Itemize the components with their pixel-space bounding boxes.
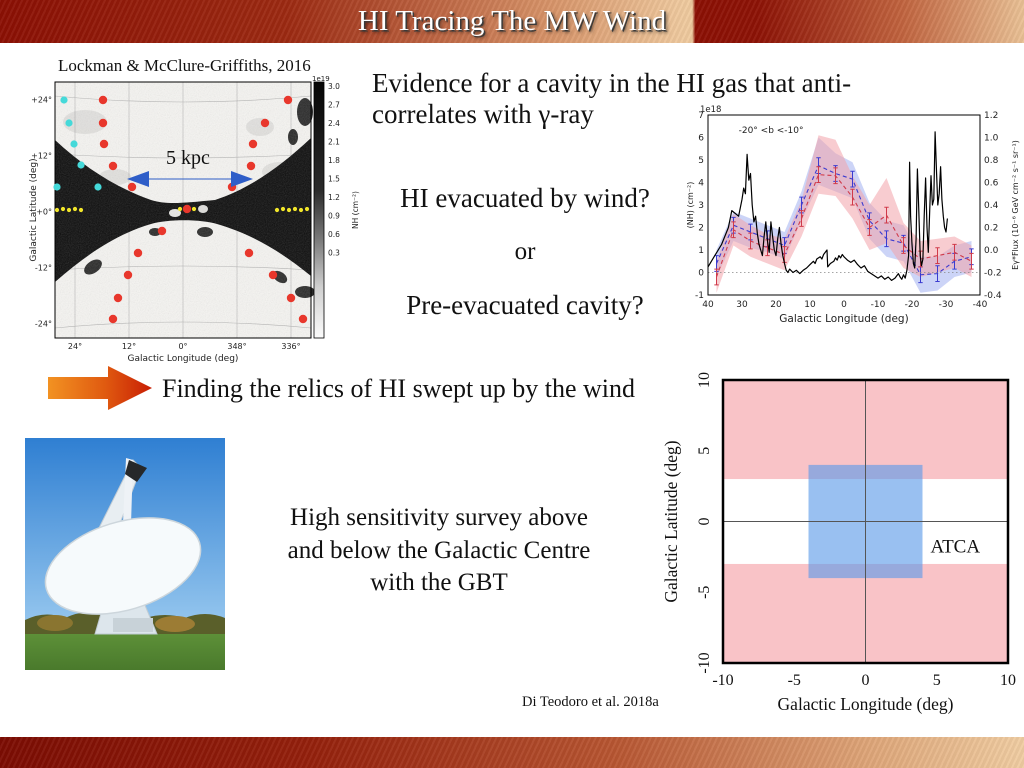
svg-text:0.6: 0.6 (328, 230, 340, 239)
svg-text:1: 1 (698, 246, 704, 256)
svg-text:Galactic Longitude (deg): Galactic Longitude (deg) (778, 694, 954, 714)
svg-text:0.0: 0.0 (984, 246, 999, 256)
citation-text: Di Teodoro et al. 2018a (522, 694, 659, 710)
svg-text:-10: -10 (696, 652, 713, 673)
svg-text:0.6: 0.6 (984, 179, 999, 189)
svg-text:Galactic Latitude (deg): Galactic Latitude (deg) (661, 440, 681, 602)
svg-text:24°: 24° (68, 342, 82, 351)
svg-text:5 kpc: 5 kpc (166, 147, 210, 169)
svg-text:348°: 348° (227, 342, 246, 351)
right-arrow-icon (48, 366, 152, 410)
svg-text:(NH) (cm⁻²): (NH) (cm⁻²) (686, 182, 695, 229)
svg-text:10: 10 (1000, 672, 1016, 689)
svg-text:-20: -20 (905, 300, 920, 310)
svg-text:0: 0 (862, 672, 870, 689)
svg-text:0.2: 0.2 (984, 224, 998, 234)
svg-text:1.8: 1.8 (328, 156, 340, 165)
svg-text:1.0: 1.0 (984, 134, 999, 144)
svg-text:0.3: 0.3 (328, 249, 340, 258)
telescope-structure (44, 458, 202, 635)
svg-text:+0°: +0° (36, 208, 52, 217)
banner-stripes-decoration (0, 0, 1024, 43)
svg-text:3: 3 (698, 201, 704, 211)
svg-text:+24°: +24° (31, 96, 52, 105)
svg-text:10: 10 (696, 372, 713, 388)
svg-text:0: 0 (698, 269, 704, 279)
svg-text:2.7: 2.7 (328, 101, 340, 110)
svg-text:3.0: 3.0 (328, 82, 340, 91)
svg-text:6: 6 (698, 134, 704, 144)
svg-text:2.1: 2.1 (328, 138, 340, 147)
svg-text:1.2: 1.2 (328, 193, 340, 202)
svg-text:2: 2 (698, 224, 704, 234)
svg-text:0.4: 0.4 (984, 201, 999, 211)
svg-text:NH (cm⁻²): NH (cm⁻²) (351, 191, 360, 229)
finding-text: Finding the relics of HI swept up by the… (162, 374, 635, 403)
svg-text:ATCA: ATCA (930, 537, 980, 558)
svg-text:0.9: 0.9 (328, 212, 340, 221)
svg-text:7: 7 (698, 111, 704, 121)
hi-map-colorbar (313, 81, 325, 339)
svg-text:20: 20 (770, 300, 782, 310)
svg-text:-40: -40 (973, 300, 988, 310)
survey-line2: and below the Galactic Centre (287, 536, 591, 564)
svg-text:+12°: +12° (31, 152, 52, 161)
survey-text: High sensitivity survey above and below … (248, 502, 630, 600)
gbt-telescope-photo (25, 438, 225, 670)
svg-text:-20° <b <-10°: -20° <b <-10° (739, 126, 804, 136)
question-or: or (514, 238, 536, 265)
svg-text:12°: 12° (122, 342, 136, 351)
svg-text:0°: 0° (178, 342, 187, 351)
title-banner (0, 0, 1024, 43)
survey-line3: with the GBT (370, 569, 508, 596)
svg-text:Eγ*Flux (10⁻⁶ GeV cm⁻² s⁻¹ sr⁻: Eγ*Flux (10⁻⁶ GeV cm⁻² s⁻¹ sr⁻¹) (1011, 140, 1020, 270)
svg-text:Galactic Longitude (deg): Galactic Longitude (deg) (128, 354, 239, 364)
question-2: Pre-evacuated cavity? (406, 290, 644, 320)
question-1: HI evacuated by wind? (400, 183, 650, 213)
slide-title: HI Tracing The MW Wind (357, 5, 667, 37)
survey-coverage-chart: ATCA -10 -5 0 5 10 10 5 0 -5 -10 Galactic Longitude… (661, 372, 1016, 714)
svg-text:0.8: 0.8 (984, 156, 999, 166)
svg-text:30: 30 (736, 300, 748, 310)
svg-text:-12°: -12° (35, 264, 52, 273)
svg-text:40: 40 (702, 300, 714, 310)
svg-text:1e18: 1e18 (700, 105, 721, 115)
svg-text:1.2: 1.2 (984, 111, 998, 121)
svg-text:-5: -5 (696, 586, 713, 599)
svg-text:-30: -30 (939, 300, 954, 310)
svg-text:-10: -10 (712, 672, 733, 689)
svg-text:1.5: 1.5 (328, 175, 340, 184)
svg-text:10: 10 (804, 300, 816, 310)
svg-text:-10: -10 (871, 300, 886, 310)
svg-text:5: 5 (698, 156, 704, 166)
svg-text:0: 0 (696, 518, 713, 526)
bottom-banner (0, 737, 1024, 768)
svg-text:5: 5 (696, 447, 713, 455)
svg-text:-5: -5 (788, 672, 801, 689)
svg-text:1e19: 1e19 (312, 75, 330, 83)
grass (25, 634, 225, 670)
evidence-text: Evidence for a cavity in the HI gas that… (372, 68, 972, 131)
survey-line1: High sensitivity survey above (290, 504, 588, 531)
svg-text:Galactic Latitude (deg): Galactic Latitude (deg) (29, 158, 39, 261)
question-block: HI evacuated by wind? or Pre-evacuated c… (380, 183, 670, 345)
evidence-line1: Evidence for a cavity in the HI gas that… (372, 68, 852, 98)
svg-text:4: 4 (698, 179, 704, 189)
hi-map-caption: Lockman & McClure-Griffiths, 2016 (58, 56, 311, 75)
svg-text:-1: -1 (695, 291, 704, 301)
svg-text:336°: 336° (281, 342, 300, 351)
svg-text:-0.2: -0.2 (984, 269, 1002, 279)
hi-map-figure: +24° +12° +0° -12° -24° 24° 12° 0° 348° 336° Galac… (29, 75, 360, 364)
svg-text:0: 0 (841, 300, 847, 310)
svg-text:5: 5 (933, 672, 941, 689)
svg-text:-24°: -24° (35, 320, 52, 329)
svg-text:-0.4: -0.4 (984, 291, 1002, 301)
svg-text:2.4: 2.4 (328, 119, 340, 128)
banner-stripes-decoration (0, 737, 1024, 768)
evidence-line2: correlates with γ-ray (372, 99, 594, 130)
gamma-hi-anticorrelation-chart: 76543210-11.21.00.80.60.40.20.0-0.2-0.44… (686, 105, 1020, 325)
telescope-dish (44, 517, 202, 615)
svg-text:Galactic Longitude (deg): Galactic Longitude (deg) (779, 313, 908, 325)
